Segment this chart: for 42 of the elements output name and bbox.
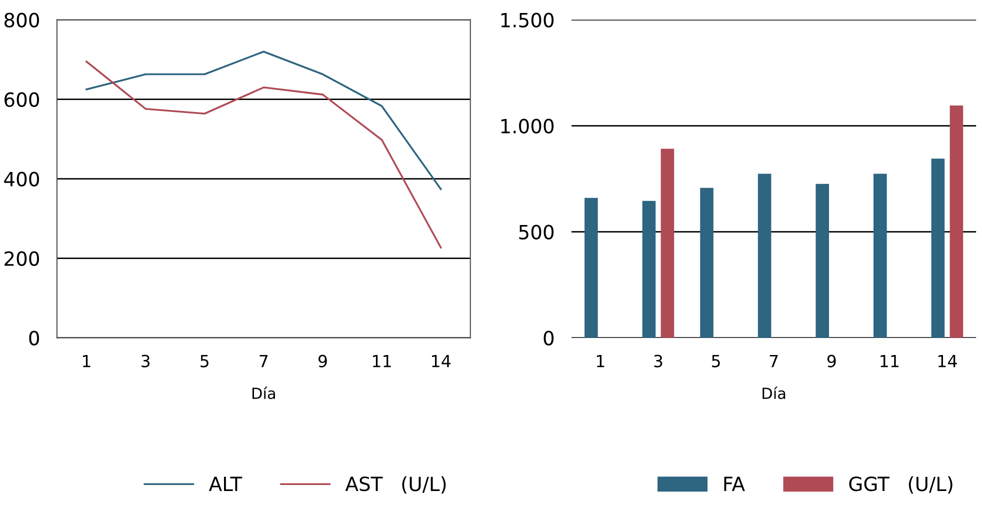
bar [758, 174, 772, 338]
bar [700, 188, 714, 338]
y-tick-label: 500 [519, 224, 554, 240]
legend-label: ALT [208, 476, 242, 491]
y-tick-label: 1.500 [501, 12, 554, 28]
x-tick-label: 9 [318, 354, 327, 368]
x-tick-label: 7 [770, 355, 778, 368]
x-tick-label: 3 [142, 354, 150, 368]
x-tick-label: 14 [938, 355, 957, 368]
bar [660, 148, 674, 338]
y-tick-label: 600 [4, 92, 39, 107]
x-tick-label: 11 [880, 355, 898, 368]
bar [816, 184, 830, 338]
x-tick-label: 14 [432, 355, 451, 368]
legend-label: AST [345, 476, 383, 492]
bar [931, 158, 945, 338]
bar [584, 198, 598, 338]
y-tick-label: 200 [4, 251, 39, 266]
bar [642, 200, 656, 338]
y-tick-label: 800 [4, 12, 39, 28]
x-axis-title: Día [762, 386, 786, 400]
y-tick-label: 400 [4, 172, 39, 186]
legend-title: (U/L) [402, 476, 446, 494]
y-tick-label: 0 [544, 330, 554, 346]
x-tick-label: 1 [83, 355, 90, 368]
legend-title: (U/L) [908, 476, 952, 494]
y-tick-label: 1.000 [501, 118, 554, 134]
legend-label: FA [724, 476, 745, 491]
x-tick-label: 9 [827, 354, 836, 368]
legend-label: GGT [849, 476, 890, 492]
bar [874, 174, 887, 338]
x-tick-label: 1 [596, 355, 604, 368]
x-tick-label: 7 [260, 355, 268, 368]
line-series [86, 60, 442, 248]
x-tick-label: 5 [200, 355, 208, 368]
x-tick-label: 5 [712, 355, 720, 368]
x-tick-label: 3 [654, 354, 662, 368]
x-axis-title: Día [252, 386, 275, 400]
x-tick-label: 11 [373, 355, 391, 368]
line-series [86, 50, 442, 190]
y-tick-label: 0 [29, 330, 39, 346]
bar [950, 105, 964, 338]
